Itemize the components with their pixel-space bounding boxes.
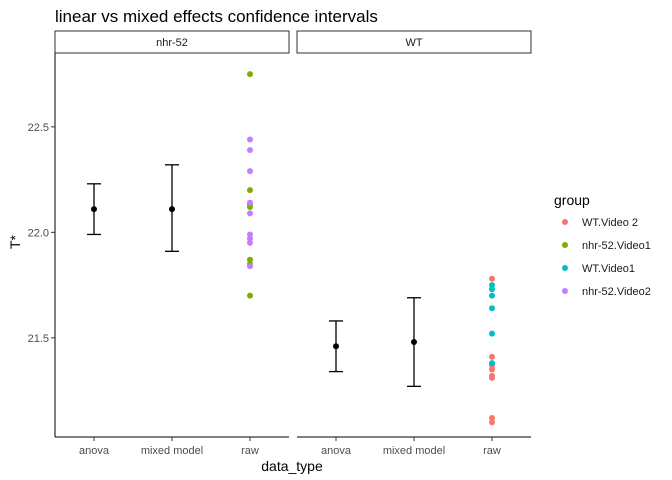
raw-point: [489, 330, 495, 337]
legend-label: nhr-52.Video1: [582, 240, 651, 252]
chart-title: linear vs mixed effects confidence inter…: [55, 7, 378, 26]
raw-point: [247, 231, 253, 238]
y-axis: 21.5 22.0 22.5: [28, 53, 56, 437]
raw-point: [489, 282, 495, 289]
mean-point: [333, 343, 339, 350]
legend-label: WT.Video1: [582, 263, 635, 275]
x-tick-label: anova: [321, 445, 352, 457]
legend-entry: WT.Video1: [562, 263, 635, 275]
mean-point: [91, 206, 97, 213]
raw-point: [247, 187, 253, 194]
legend-label: WT.Video 2: [582, 217, 638, 229]
legend-key: [562, 288, 568, 294]
x-tick-label: raw: [483, 445, 501, 457]
raw-point: [247, 147, 253, 154]
x-tick-label: mixed model: [383, 445, 445, 457]
legend-entry: nhr-52.Video2: [562, 286, 651, 298]
y-tick-label: 22.5: [28, 122, 49, 134]
raw-point: [489, 374, 495, 381]
raw-point: [489, 360, 495, 367]
raw-point: [247, 239, 253, 246]
error-bar: [87, 183, 101, 236]
legend-key: [562, 265, 568, 271]
raw-point: [489, 292, 495, 299]
raw-point: [247, 292, 253, 299]
error-bar: [165, 164, 179, 252]
legend: group WT.Video 2 nhr-52.Video1 WT.Video1 nh…: [554, 192, 651, 298]
facet-strip-label: WT: [405, 37, 422, 49]
raw-point: [489, 415, 495, 422]
raw-point: [247, 235, 253, 242]
error-bar: [329, 320, 343, 373]
x-axis-title: data_type: [261, 458, 323, 474]
x-tick-label: mixed model: [141, 445, 203, 457]
x-tick-label: anova: [79, 445, 110, 457]
facet-panel: nhr-52 anova mixed model raw: [54, 30, 290, 457]
raw-point: [247, 168, 253, 175]
legend-key: [562, 242, 568, 248]
mean-point: [169, 206, 175, 213]
legend-label: nhr-52.Video2: [582, 286, 651, 298]
error-bar: [407, 297, 421, 388]
raw-point: [489, 353, 495, 360]
raw-point: [489, 419, 495, 426]
raw-point: [247, 71, 253, 78]
raw-point: [489, 286, 495, 293]
legend-entry: WT.Video 2: [562, 217, 638, 229]
y-tick-label: 22.0: [28, 227, 49, 239]
facet-strip: [296, 30, 532, 54]
facet-strip-label: nhr-52: [156, 37, 188, 49]
raw-point: [247, 210, 253, 217]
raw-point: [247, 256, 253, 263]
x-tick-label: raw: [241, 445, 259, 457]
raw-point: [247, 204, 253, 211]
mean-point: [411, 339, 417, 346]
facet-panel: WT anova mixed model raw: [296, 30, 532, 457]
y-axis-title: T*: [7, 234, 23, 249]
facets: nhr-52 anova mixed model raw WT anova mixed mo…: [54, 30, 532, 457]
legend-title: group: [554, 192, 590, 208]
raw-point: [489, 366, 495, 373]
legend-key: [562, 219, 568, 225]
raw-point: [489, 305, 495, 312]
raw-point: [247, 136, 253, 143]
raw-point: [247, 199, 253, 206]
raw-point: [489, 275, 495, 282]
raw-point: [247, 263, 253, 270]
legend-entry: nhr-52.Video1: [562, 240, 651, 252]
facet-strip: [54, 30, 290, 54]
y-tick-label: 21.5: [28, 333, 49, 345]
